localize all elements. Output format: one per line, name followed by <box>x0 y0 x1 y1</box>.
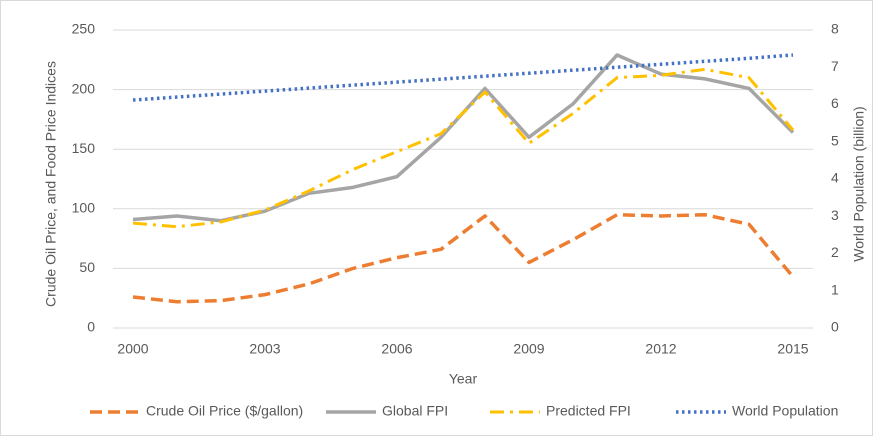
x-tick-label: 2006 <box>381 341 412 357</box>
series-line <box>132 67 795 229</box>
x-axis-label: Year <box>449 371 478 387</box>
y2-tick-label: 6 <box>831 95 839 111</box>
legend-label: Crude Oil Price ($/gallon) <box>146 403 303 419</box>
y2-tick-label: 4 <box>831 170 839 186</box>
x-tick-label: 2009 <box>513 341 544 357</box>
legend-label: Global FPI <box>382 403 448 419</box>
y2-tick-label: 1 <box>831 281 839 297</box>
y2-tick-label: 2 <box>831 244 839 260</box>
series-line <box>132 213 795 304</box>
y2-tick-label: 0 <box>831 319 839 335</box>
x-tick-label: 2012 <box>645 341 676 357</box>
y-tick-label: 50 <box>79 259 95 275</box>
y2-tick-label: 5 <box>831 132 839 148</box>
y2-tick-label: 3 <box>831 207 839 223</box>
y-tick-label: 250 <box>72 21 96 37</box>
y-tick-label: 150 <box>72 140 96 156</box>
legend-label: Predicted FPI <box>546 403 631 419</box>
legend-label: World Population <box>732 403 838 419</box>
y2-axis-label: World Population (billion) <box>851 106 867 261</box>
x-tick-label: 2000 <box>117 341 148 357</box>
series-line <box>132 53 794 102</box>
y2-tick-label: 8 <box>831 21 839 37</box>
y-tick-label: 100 <box>72 200 96 216</box>
x-tick-label: 2003 <box>249 341 280 357</box>
y-tick-label: 0 <box>87 319 95 335</box>
y-tick-label: 200 <box>72 80 96 96</box>
y-axis-label: Crude Oil Price, and Food Price Indices <box>43 61 59 307</box>
y2-tick-label: 7 <box>831 58 839 74</box>
x-tick-label: 2015 <box>777 341 808 357</box>
